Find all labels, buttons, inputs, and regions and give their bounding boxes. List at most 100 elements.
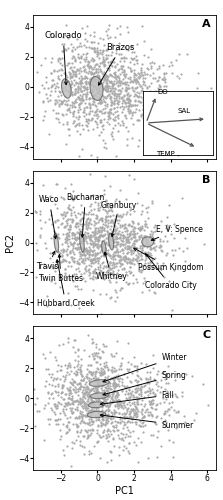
Point [78, 54, 81, 62]
Point [97, 412, 101, 420]
Point [79, 94, 83, 102]
Point [126, 90, 129, 98]
Point [124, 384, 127, 392]
Point [134, 76, 137, 84]
Point [98, 268, 101, 276]
Point [54, 416, 58, 424]
Point [35, 68, 39, 76]
Point [79, 100, 82, 108]
Point [170, 102, 173, 110]
Point [61, 47, 64, 55]
Point [161, 74, 164, 82]
Point [92, 374, 96, 382]
Point [131, 225, 135, 233]
Point [89, 206, 93, 214]
Point [59, 390, 63, 398]
Point [146, 454, 150, 462]
Point [105, 416, 108, 424]
Point [44, 376, 48, 384]
Point [147, 88, 151, 96]
Point [105, 64, 109, 72]
Point [97, 84, 101, 92]
Point [124, 254, 128, 262]
Point [98, 78, 101, 86]
Point [167, 436, 171, 444]
Point [93, 376, 97, 384]
Point [98, 74, 101, 82]
Point [106, 204, 110, 212]
Point [88, 234, 91, 242]
Point [88, 236, 91, 244]
Point [112, 58, 116, 66]
Point [106, 266, 110, 274]
Point [105, 88, 109, 96]
Point [84, 121, 87, 129]
Point [150, 398, 153, 406]
Point [140, 406, 144, 413]
Point [100, 410, 104, 418]
Point [100, 240, 104, 248]
Point [148, 389, 151, 397]
Point [50, 262, 53, 270]
Point [120, 98, 123, 106]
Point [91, 94, 94, 102]
Point [70, 54, 74, 62]
Point [111, 426, 114, 434]
Point [164, 69, 168, 77]
Point [120, 236, 124, 244]
Point [132, 409, 136, 417]
Point [105, 223, 109, 231]
Point [121, 62, 124, 70]
Point [123, 384, 126, 392]
Point [68, 226, 72, 234]
Point [137, 232, 140, 239]
Point [116, 374, 120, 382]
Point [104, 238, 108, 246]
Point [129, 378, 133, 386]
Point [115, 245, 119, 253]
Point [158, 62, 161, 70]
Point [128, 386, 131, 394]
Point [55, 98, 59, 106]
Point [117, 252, 121, 260]
Point [95, 123, 99, 131]
Point [94, 241, 97, 249]
Point [76, 84, 80, 92]
Point [79, 238, 83, 246]
Point [83, 90, 87, 98]
Point [98, 118, 102, 126]
Point [90, 406, 94, 413]
Point [105, 212, 108, 220]
Point [50, 381, 53, 389]
Point [47, 394, 50, 402]
Point [89, 374, 93, 382]
Point [184, 104, 188, 112]
Point [82, 108, 85, 116]
Point [89, 82, 93, 90]
Point [95, 352, 99, 360]
Point [76, 428, 79, 436]
Point [102, 226, 105, 234]
Point [93, 237, 97, 245]
Point [100, 386, 104, 394]
Point [143, 70, 147, 78]
Point [78, 78, 82, 86]
Point [76, 245, 79, 253]
Point [92, 354, 95, 362]
Point [140, 60, 143, 68]
Point [113, 402, 117, 410]
Point [86, 266, 90, 274]
Point [69, 73, 72, 81]
Point [76, 116, 79, 124]
Point [50, 76, 54, 84]
Point [64, 100, 67, 108]
Point [109, 385, 113, 393]
Point [70, 88, 74, 96]
Point [75, 422, 78, 430]
Point [141, 101, 145, 109]
Point [149, 408, 152, 416]
Point [136, 382, 139, 390]
Point [65, 234, 69, 242]
Point [70, 63, 73, 71]
Point [126, 389, 130, 397]
